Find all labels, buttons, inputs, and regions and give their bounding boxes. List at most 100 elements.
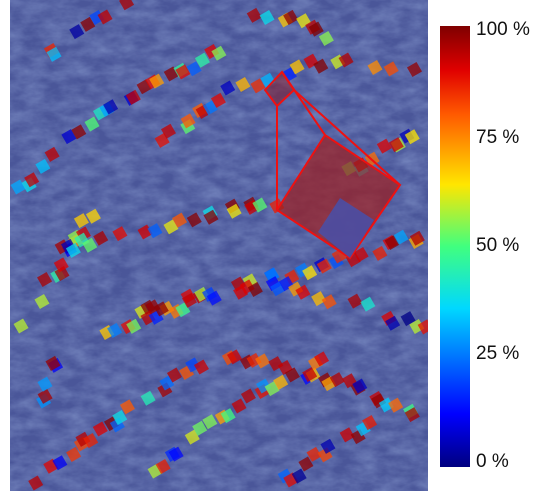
tile — [71, 124, 87, 140]
colorbar-tick-label: 25 % — [476, 343, 519, 364]
tile — [362, 415, 378, 431]
tile — [284, 367, 300, 383]
tile — [231, 398, 247, 414]
tile — [119, 0, 135, 11]
tile — [211, 45, 227, 61]
tile — [24, 172, 40, 188]
tile — [34, 294, 50, 310]
zoom-line — [293, 89, 401, 186]
tile — [255, 353, 271, 369]
tile — [61, 129, 77, 145]
tile — [46, 46, 62, 62]
tile — [168, 446, 184, 462]
colorbar — [440, 26, 470, 467]
tile — [172, 212, 188, 228]
tile — [247, 281, 263, 297]
tile — [37, 376, 53, 392]
tile — [186, 61, 202, 77]
tile — [80, 16, 96, 32]
tile — [82, 237, 98, 253]
tile — [153, 301, 169, 317]
tile — [226, 203, 242, 219]
tile — [206, 290, 222, 306]
tile — [302, 366, 318, 382]
tile — [155, 458, 171, 474]
tile — [84, 116, 100, 132]
tile — [93, 230, 109, 246]
tile — [126, 318, 142, 334]
tile — [283, 9, 299, 25]
satellite-image — [10, 0, 428, 491]
tile — [338, 52, 354, 68]
tile — [404, 129, 420, 145]
tile — [186, 212, 202, 228]
tile — [352, 378, 368, 394]
tile — [53, 257, 69, 273]
tile — [44, 146, 60, 162]
colorbar-labels: 0 % 25 % 50 % 75 % 100 % — [476, 19, 530, 472]
tile — [314, 351, 330, 367]
tile — [65, 242, 81, 258]
tile — [73, 213, 89, 229]
colorbar-tick-label: 100 % — [476, 19, 530, 40]
tile — [220, 80, 236, 96]
tile — [149, 73, 165, 89]
tile — [316, 258, 332, 274]
tile — [311, 291, 327, 307]
tile — [227, 349, 243, 365]
tile — [339, 427, 355, 443]
tile — [367, 59, 383, 75]
zoom-callout — [263, 70, 402, 260]
tile — [235, 76, 251, 93]
tile — [66, 446, 82, 462]
tile — [184, 429, 200, 445]
tile — [140, 390, 156, 406]
tile — [194, 52, 210, 68]
tile — [259, 10, 275, 26]
tile — [202, 414, 218, 430]
tile — [329, 372, 345, 388]
tile — [306, 446, 322, 462]
tile — [160, 123, 176, 139]
tile — [273, 374, 289, 390]
tile — [417, 319, 428, 335]
tile — [69, 24, 85, 40]
tile — [400, 311, 416, 327]
tile — [175, 64, 191, 80]
zoom-inner — [318, 198, 374, 258]
tile — [376, 138, 392, 154]
tile — [119, 399, 135, 415]
tile — [92, 421, 108, 437]
tile — [103, 99, 119, 115]
tile — [372, 245, 388, 261]
tile — [246, 352, 262, 368]
colorbar-tick-label: 75 % — [476, 127, 519, 148]
tile — [107, 322, 123, 338]
tile — [388, 397, 404, 413]
tile — [193, 359, 209, 375]
tile — [83, 433, 99, 449]
tile — [385, 315, 401, 331]
tile — [85, 208, 101, 224]
tile — [210, 92, 226, 108]
tile — [180, 113, 196, 129]
tile — [97, 9, 113, 25]
tile — [125, 89, 141, 105]
zoom-line — [281, 71, 326, 136]
tile — [250, 78, 266, 94]
tile — [13, 318, 29, 334]
tile — [192, 420, 208, 436]
tile — [388, 137, 404, 153]
tile — [166, 367, 182, 383]
tile — [28, 475, 44, 491]
tile — [35, 158, 51, 174]
tile — [321, 294, 337, 310]
tile — [240, 388, 256, 404]
tile — [409, 319, 425, 335]
tile — [52, 455, 68, 471]
tile — [163, 219, 179, 235]
tile — [37, 272, 53, 288]
tile — [302, 265, 318, 281]
tile — [252, 197, 268, 213]
